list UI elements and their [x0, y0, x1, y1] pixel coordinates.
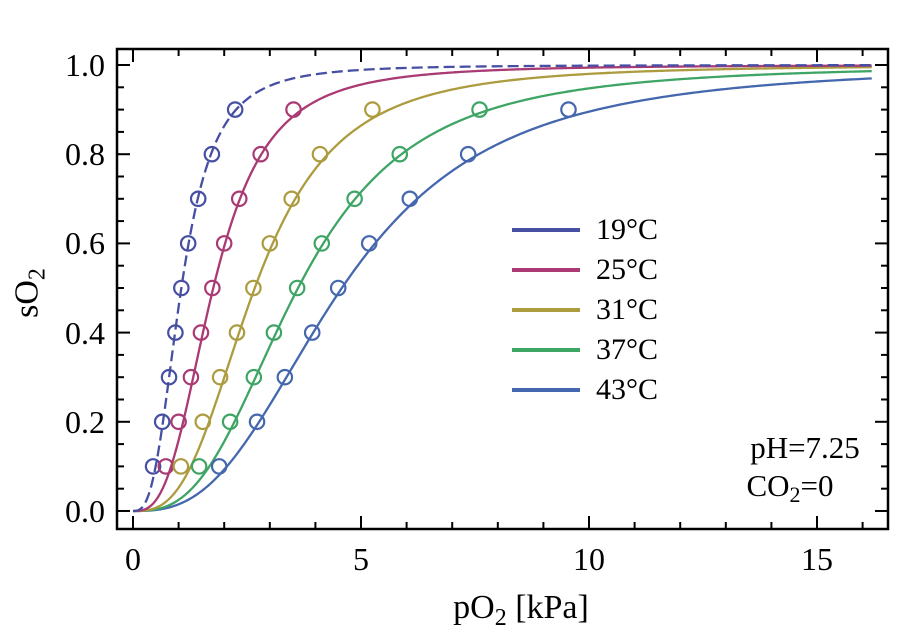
- marker-37c: [265, 324, 283, 341]
- curves: [132, 64, 872, 513]
- curve-43c: [133, 77, 872, 513]
- marker-19c: [203, 145, 221, 163]
- marker-19c: [173, 279, 190, 297]
- curve-31c: [133, 66, 872, 513]
- marker-37c: [471, 101, 488, 118]
- marker-19c: [160, 368, 178, 386]
- marker-25c: [252, 145, 269, 163]
- marker-25c: [230, 190, 248, 208]
- marker-43c: [276, 368, 294, 386]
- marker-19c: [189, 190, 207, 208]
- marker-31c: [194, 413, 212, 431]
- marker-37c: [245, 368, 263, 386]
- marker-25c: [215, 235, 233, 252]
- marker-25c: [192, 324, 210, 341]
- marker-37c: [346, 190, 363, 208]
- marker-43c: [329, 279, 347, 297]
- marker-31c: [172, 458, 190, 475]
- marker-37c: [190, 458, 208, 475]
- marker-37c: [288, 279, 306, 297]
- marker-43c: [210, 458, 228, 475]
- marker-31c: [364, 101, 381, 118]
- marker-19c: [179, 235, 197, 252]
- plot-frame: [115, 47, 890, 531]
- marker-37c: [391, 145, 409, 163]
- axis-ticks: [117, 49, 888, 529]
- marker-25c: [182, 368, 200, 386]
- marker-25c: [285, 101, 302, 118]
- marker-31c: [245, 279, 262, 297]
- curve-19c: [132, 64, 872, 513]
- curve-37c: [133, 70, 872, 513]
- marker-19c: [226, 101, 244, 118]
- marker-37c: [221, 413, 239, 431]
- marker-43c: [560, 101, 577, 118]
- marker-43c: [459, 145, 477, 163]
- marker-25c: [170, 413, 187, 431]
- marker-43c: [401, 190, 419, 208]
- marker-43c: [248, 413, 266, 431]
- marker-31c: [211, 368, 229, 386]
- marker-25c: [204, 279, 221, 297]
- marker-31c: [261, 235, 279, 252]
- marker-31c: [311, 145, 329, 163]
- marker-19c: [153, 413, 171, 431]
- marker-19c: [144, 458, 162, 475]
- marker-31c: [228, 324, 246, 341]
- marker-31c: [283, 190, 300, 208]
- marker-19c: [167, 324, 184, 341]
- marker-43c: [360, 235, 378, 252]
- data-markers: [144, 101, 577, 475]
- marker-43c: [303, 324, 321, 341]
- marker-37c: [313, 235, 331, 252]
